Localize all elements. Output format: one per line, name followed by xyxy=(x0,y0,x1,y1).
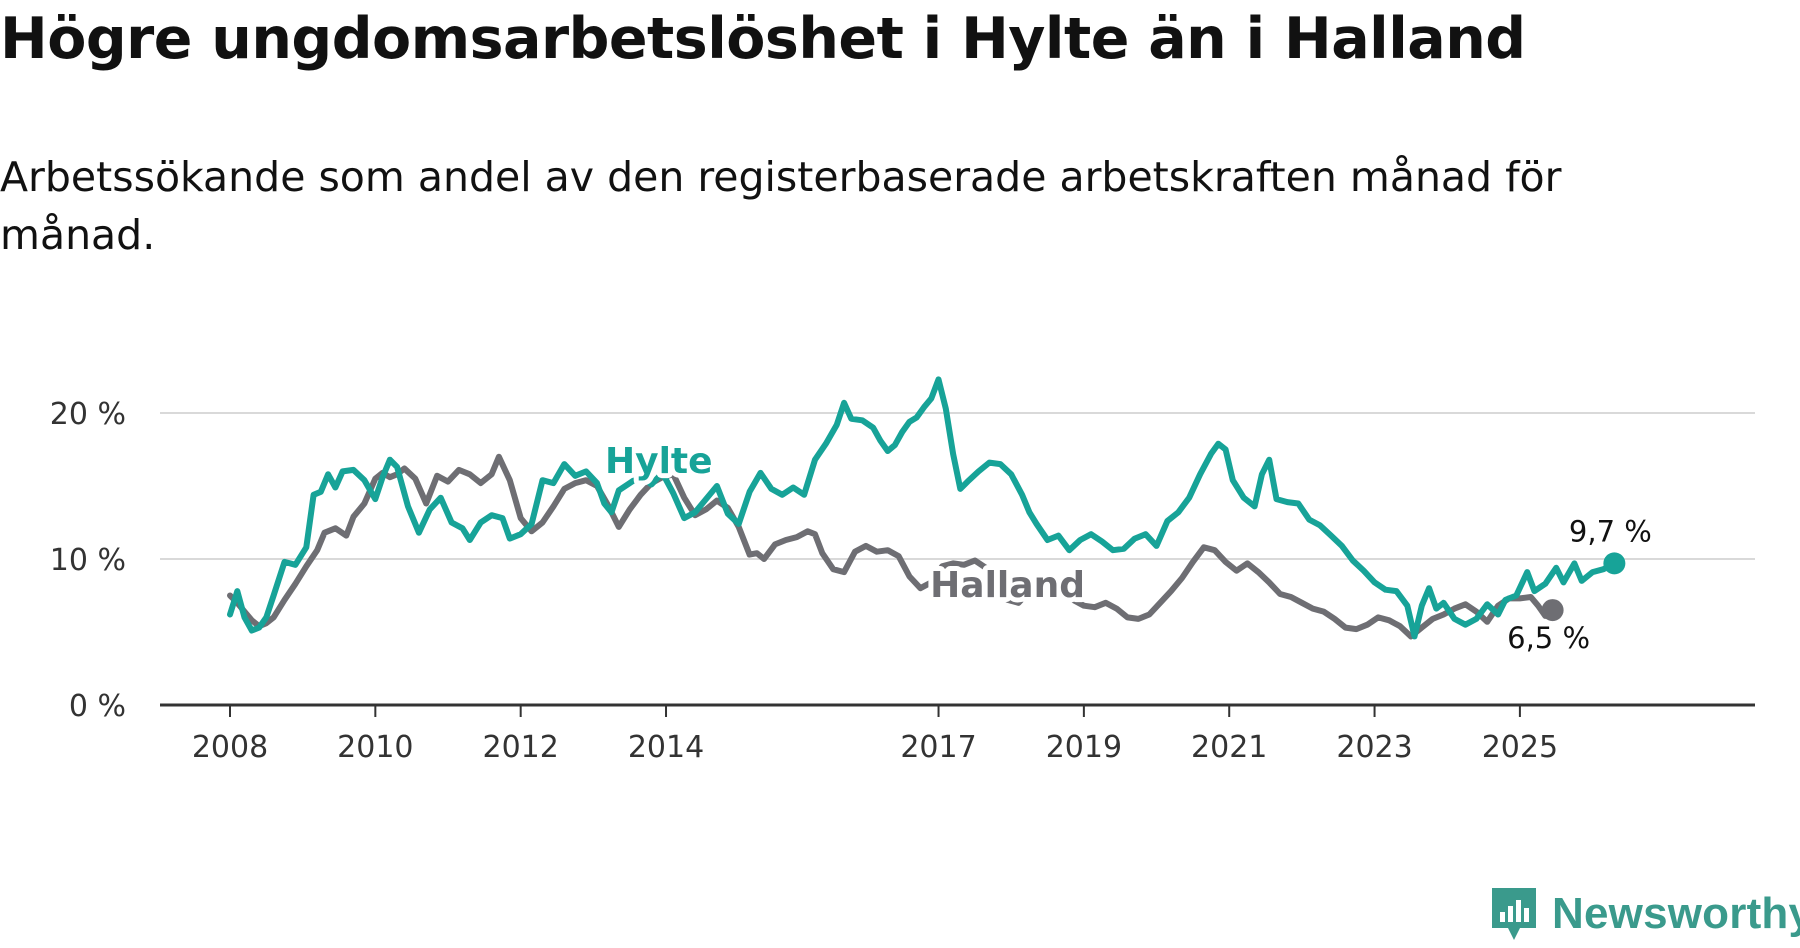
x-tick-label: 2014 xyxy=(628,730,704,765)
series-label-hylte: Hylte xyxy=(605,441,713,482)
chart-subtitle: Arbetssökande som andel av den registerb… xyxy=(0,153,1562,259)
x-tick-label: 2017 xyxy=(900,730,976,765)
series-line-halland xyxy=(227,453,1556,640)
x-tick-label: 2010 xyxy=(337,730,413,765)
y-tick-label: 0 % xyxy=(69,689,126,724)
y-tick-label: 20 % xyxy=(50,397,126,432)
end-marker-halland xyxy=(1541,599,1564,622)
series-label-halland: Halland xyxy=(930,565,1085,606)
end-label-halland: 6,5 % xyxy=(1507,621,1590,655)
x-tick-label: 2008 xyxy=(192,730,268,765)
bar-chart-icon xyxy=(1492,888,1536,940)
x-tick-label: 2025 xyxy=(1482,730,1558,765)
x-tick-label: 2023 xyxy=(1336,730,1412,765)
x-tick-label: 2019 xyxy=(1046,730,1122,765)
grid-layer: 0 % 10 % 20 % 2008 2010 2012 2014 2017 2019 2021 2… xyxy=(50,397,1755,765)
end-label-hylte: 9,7 % xyxy=(1569,514,1652,548)
chart-title: Högre ungdomsarbetslöshet i Hylte än i H… xyxy=(0,6,1526,72)
label-layer: Halland Hylte 6,5 % 9,7 % xyxy=(600,436,1656,659)
end-marker-hylte xyxy=(1603,552,1626,575)
brand-name: Newsworthy xyxy=(1552,889,1800,938)
newsworthy-logo: Newsworthy xyxy=(1488,884,1800,944)
x-tick-label: 2012 xyxy=(483,730,559,765)
series-line-hylte xyxy=(227,376,1618,640)
series-layer xyxy=(227,376,1626,640)
y-tick-label: 10 % xyxy=(50,543,126,578)
x-tick-label: 2021 xyxy=(1191,730,1267,765)
